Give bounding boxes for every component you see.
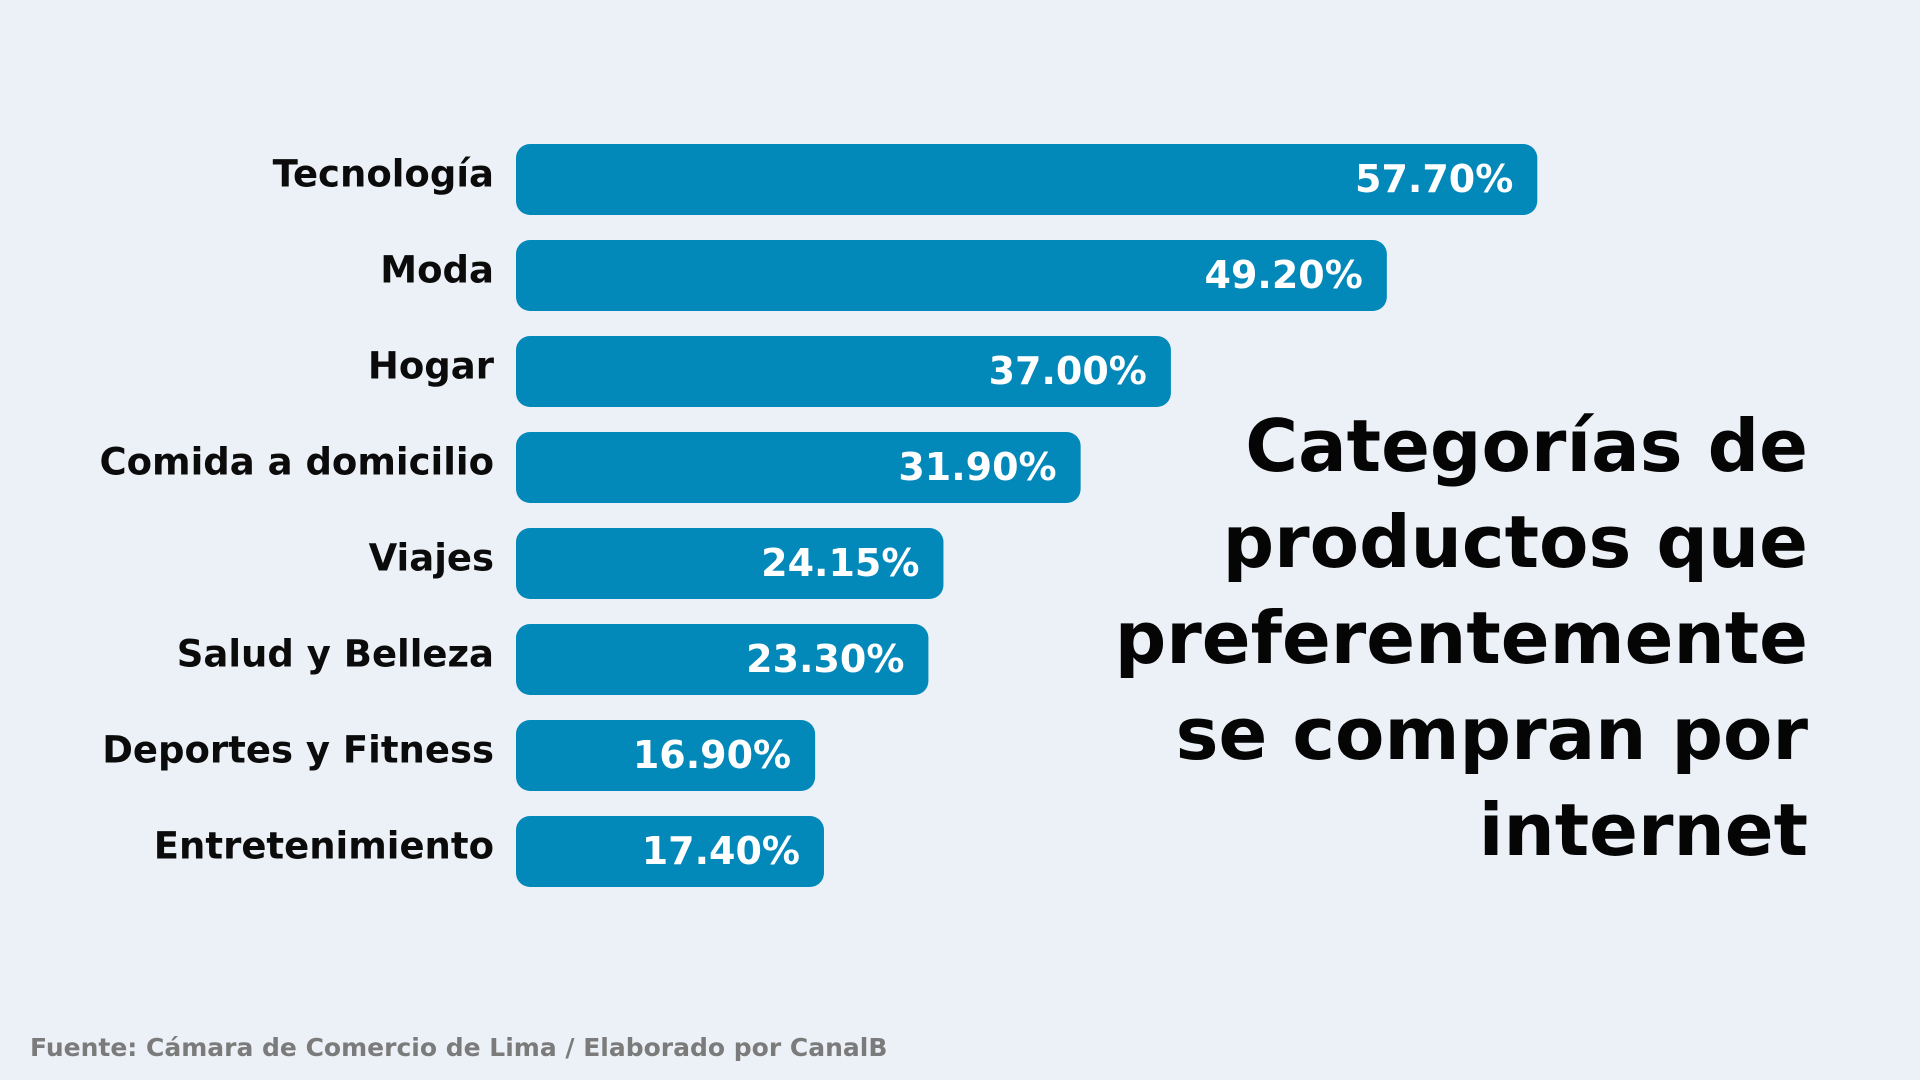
value-label: 31.90% bbox=[898, 445, 1056, 489]
value-label: 49.20% bbox=[1205, 253, 1363, 297]
bar-2 bbox=[516, 240, 1387, 311]
category-label: Deportes y Fitness bbox=[102, 729, 494, 772]
category-label: Entretenimiento bbox=[154, 825, 494, 868]
source-note: Fuente: Cámara de Comercio de Lima / Ela… bbox=[30, 1033, 888, 1062]
value-label: 37.00% bbox=[989, 349, 1147, 393]
bar-3 bbox=[516, 336, 1171, 407]
title-line: productos que bbox=[1222, 500, 1808, 584]
title-line: se compran por bbox=[1175, 692, 1808, 776]
value-label: 17.40% bbox=[642, 829, 800, 873]
bar-8 bbox=[516, 816, 824, 887]
title-line: Categorías de bbox=[1245, 404, 1808, 488]
category-label: Viajes bbox=[369, 537, 494, 580]
bar-5 bbox=[516, 528, 944, 599]
bar-7 bbox=[516, 720, 816, 791]
chart-title: Categorías de productos que preferenteme… bbox=[988, 398, 1808, 878]
category-label: Comida a domicilio bbox=[99, 441, 494, 484]
bar-1 bbox=[516, 144, 1538, 215]
value-label: 24.15% bbox=[761, 541, 919, 585]
category-label: Moda bbox=[380, 249, 494, 292]
bar-4 bbox=[516, 432, 1081, 503]
title-line: preferentemente bbox=[1114, 596, 1808, 680]
category-label: Hogar bbox=[368, 345, 495, 388]
value-label: 23.30% bbox=[746, 637, 904, 681]
title-line: internet bbox=[1478, 788, 1808, 872]
category-label: Salud y Belleza bbox=[177, 633, 494, 676]
value-label: 57.70% bbox=[1355, 157, 1513, 201]
bar-6 bbox=[516, 624, 929, 695]
value-label: 16.90% bbox=[633, 733, 791, 777]
category-label: Tecnología bbox=[273, 153, 494, 196]
